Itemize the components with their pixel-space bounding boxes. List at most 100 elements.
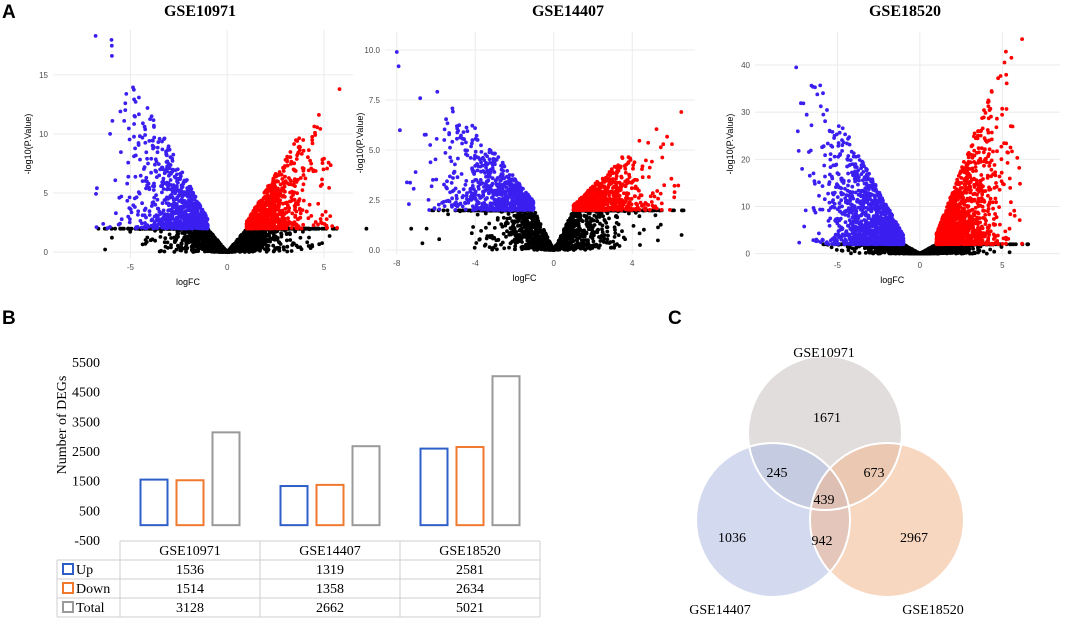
data-point (520, 236, 524, 240)
data-point (152, 125, 156, 129)
data-point (151, 226, 156, 231)
data-point (257, 237, 262, 241)
data-point (132, 114, 137, 118)
data-point (180, 190, 185, 195)
x-axis-label: logFC (512, 273, 537, 283)
data-point (153, 202, 158, 207)
x-tick-label: -8 (393, 259, 401, 268)
data-point (125, 181, 130, 186)
data-point (179, 248, 184, 253)
data-point (680, 208, 685, 213)
data-point (491, 245, 496, 250)
data-point (602, 233, 607, 238)
data-point (582, 213, 587, 218)
data-point (127, 137, 132, 142)
y-tick-label: 2.5 (369, 196, 381, 205)
data-point (156, 214, 160, 218)
data-point (133, 146, 138, 151)
data-point (531, 244, 535, 249)
data-point (548, 242, 553, 247)
data-point (235, 246, 240, 251)
data-point (294, 225, 298, 229)
data-point (301, 182, 306, 187)
data-point (206, 238, 211, 243)
data-point (570, 217, 575, 221)
data-point (289, 249, 294, 253)
data-point (176, 226, 181, 231)
data-point (527, 230, 532, 235)
data-point (266, 247, 271, 252)
data-point (276, 203, 280, 208)
data-point (469, 231, 474, 236)
data-point (320, 182, 324, 187)
y-tick-label: 0 (44, 248, 49, 257)
data-point (151, 146, 155, 151)
data-point (320, 241, 324, 246)
data-point (155, 150, 160, 155)
data-point (137, 95, 141, 100)
data-point (198, 235, 203, 239)
data-point (606, 233, 610, 238)
data-point (607, 216, 611, 221)
data-point (143, 206, 148, 211)
data-point (273, 234, 278, 239)
data-point (642, 227, 646, 232)
data-point (132, 134, 136, 139)
data-point (287, 206, 292, 211)
data-point (292, 180, 297, 185)
data-point (251, 230, 256, 235)
data-point (301, 148, 306, 153)
data-point (301, 173, 306, 177)
data-point (258, 248, 262, 253)
data-point (118, 109, 123, 114)
data-point (246, 226, 250, 231)
data-point (118, 226, 122, 231)
data-point (297, 206, 302, 211)
data-point (165, 212, 170, 217)
data-point (157, 209, 162, 214)
data-point (503, 221, 508, 226)
data-point (305, 240, 310, 245)
data-point (527, 240, 531, 245)
data-point (320, 157, 325, 162)
data-point (122, 119, 127, 123)
data-point (294, 209, 299, 214)
data-point (313, 133, 318, 137)
data-point (537, 225, 542, 230)
data-point (679, 233, 684, 237)
data-point (201, 247, 206, 252)
data-point (128, 229, 133, 234)
data-point (322, 222, 327, 226)
data-point (173, 224, 177, 229)
data-point (276, 197, 280, 201)
data-point (110, 54, 114, 58)
data-point (186, 213, 191, 218)
data-point (539, 229, 543, 234)
data-point (285, 154, 290, 159)
data-point (562, 247, 567, 252)
data-point (145, 156, 150, 161)
data-point (134, 225, 139, 230)
data-point (147, 213, 152, 217)
data-point (564, 227, 569, 232)
data-point (255, 226, 260, 231)
data-point (424, 226, 429, 231)
data-point (199, 208, 204, 213)
data-point (126, 126, 131, 131)
data-point (246, 217, 251, 222)
data-point (116, 222, 121, 227)
data-point (450, 139, 455, 144)
data-point (147, 139, 152, 143)
data-point (179, 241, 184, 246)
data-point (298, 215, 303, 220)
data-point (658, 222, 663, 227)
data-point (494, 238, 499, 243)
data-point (168, 178, 173, 182)
data-point (93, 34, 98, 38)
data-point (507, 245, 511, 250)
data-point (110, 235, 114, 240)
data-point (165, 148, 170, 153)
data-point (550, 247, 555, 252)
data-point (569, 212, 574, 217)
data-point (620, 229, 624, 234)
